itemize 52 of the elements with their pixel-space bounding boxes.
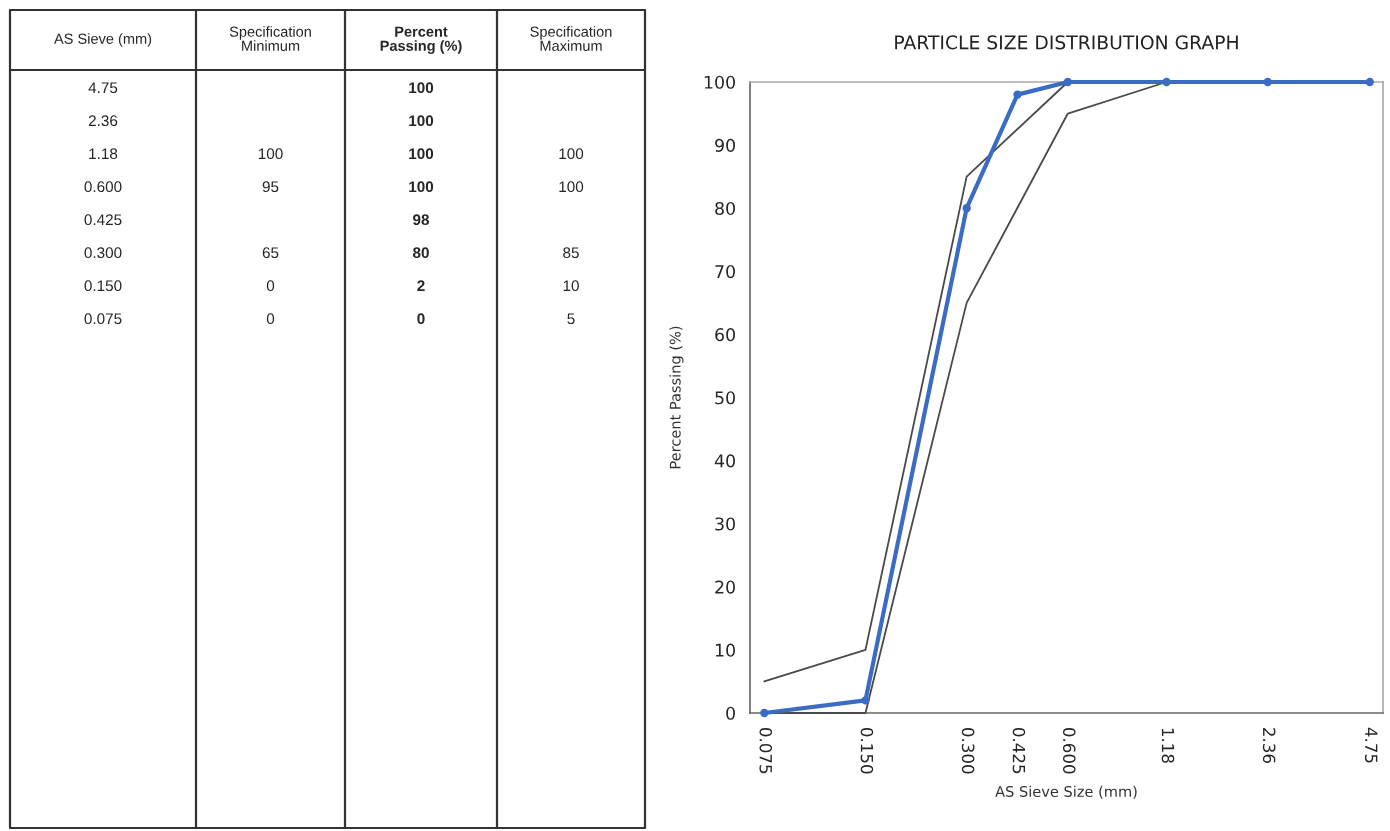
- category-label: 1.18: [89, 148, 118, 160]
- category-label: 0.150: [84, 280, 122, 292]
- y-tick-label: 50: [715, 391, 735, 405]
- text: Specification Minimum: [229, 26, 311, 51]
- data-label: 0: [417, 313, 425, 325]
- data-label: 2: [417, 280, 425, 291]
- data-label: 100: [559, 181, 584, 193]
- text: Specification Maximum: [530, 26, 612, 51]
- data-label: 10: [563, 280, 579, 292]
- y-tick-label: 20: [715, 580, 735, 594]
- y-tick-label: 80: [715, 201, 735, 216]
- y-tick-label: 10: [715, 643, 735, 657]
- y-axis-title: Percent Passing (%): [669, 326, 684, 469]
- y-tick-label: 60: [715, 328, 735, 342]
- y-tick-label: 90: [715, 138, 735, 152]
- x-tick-label: 0.150: [860, 727, 874, 774]
- category-label: 2.36: [88, 115, 118, 127]
- x-tick-label: 0.300: [961, 727, 975, 774]
- data-label: 95: [262, 181, 279, 193]
- data-label: 100: [409, 82, 434, 94]
- x-tick-label: 1.18: [1161, 728, 1175, 763]
- data-label: 5: [567, 313, 575, 325]
- data-label: 100: [258, 148, 283, 160]
- text: AS Sieve (mm): [54, 33, 152, 47]
- category-label: 0.600: [84, 181, 122, 193]
- category-label: 0.300: [84, 247, 122, 259]
- category-label: 0.075: [84, 313, 122, 325]
- data-label: 85: [563, 247, 579, 259]
- data-label: 98: [413, 214, 430, 226]
- y-tick-label: 40: [714, 454, 735, 468]
- y-tick-label: 100: [704, 75, 735, 89]
- data-label: 80: [412, 247, 429, 259]
- data-label: 0: [266, 313, 275, 325]
- data-label: 100: [409, 115, 434, 127]
- x-tick-label: 0.075: [759, 727, 773, 774]
- x-tick-label: 4.75: [1364, 727, 1378, 763]
- text: Percent Passing (%): [380, 26, 462, 54]
- y-tick-label: 30: [715, 517, 735, 531]
- data-label: 100: [409, 181, 434, 193]
- data-label: 100: [409, 148, 434, 160]
- x-tick-label: 0.600: [1062, 727, 1076, 774]
- category-label: 0.425: [84, 214, 122, 226]
- x-tick-label: 2.36: [1262, 728, 1276, 763]
- data-label: 65: [262, 247, 279, 259]
- x-axis-title: AS Sieve Size (mm): [995, 785, 1137, 799]
- chart-title: PARTICLE SIZE DISTRIBUTION GRAPH: [895, 35, 1238, 50]
- y-tick-label: 70: [715, 265, 735, 279]
- category-label: 4.75: [88, 82, 118, 94]
- y-tick-label: 0: [726, 706, 735, 720]
- x-tick-label: 0.425: [1012, 727, 1026, 774]
- data-label: 0: [266, 280, 275, 292]
- data-label: 100: [559, 148, 584, 160]
